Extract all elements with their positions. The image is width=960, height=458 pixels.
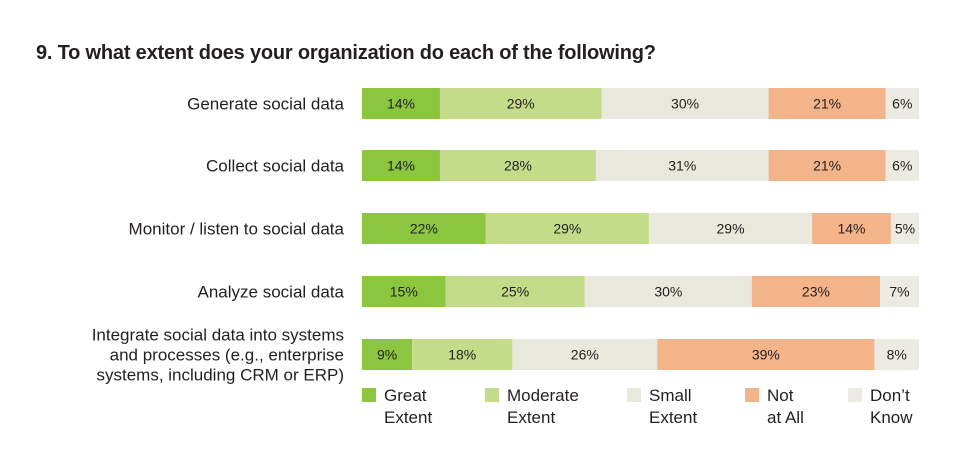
data-label: 18%	[448, 347, 476, 363]
data-label: 5%	[895, 221, 915, 237]
bar-segment	[512, 339, 658, 370]
legend-swatch	[362, 388, 376, 402]
bar-segment	[874, 339, 919, 370]
legend-label: Know	[870, 408, 913, 427]
data-label: 21%	[813, 158, 841, 174]
bar-segment	[362, 213, 486, 244]
data-label: 21%	[813, 96, 841, 112]
legend-label: Small	[649, 386, 692, 405]
category-label: Analyze social data	[198, 283, 345, 302]
bar-segment	[657, 339, 875, 370]
data-label: 7%	[889, 284, 909, 300]
data-label: 39%	[752, 347, 780, 363]
bar-segment	[362, 276, 446, 307]
data-label: 29%	[507, 96, 535, 112]
bar-segment	[412, 339, 513, 370]
legend-label: Great	[384, 386, 427, 405]
data-label: 8%	[887, 347, 907, 363]
data-label: 25%	[501, 284, 529, 300]
bar-segment	[362, 339, 413, 370]
bar-segment	[362, 150, 440, 181]
bar-segment	[595, 150, 769, 181]
data-label: 6%	[892, 96, 912, 112]
category-label: Integrate social data into systems	[92, 326, 344, 345]
data-label: 29%	[717, 221, 745, 237]
category-label: systems, including CRM or ERP)	[96, 366, 344, 385]
data-label: 6%	[892, 158, 912, 174]
bar-segment	[768, 150, 886, 181]
legend-label: Extent	[384, 408, 432, 427]
bar-segment	[890, 213, 919, 244]
bar-segment	[885, 150, 919, 181]
category-label: and processes (e.g., enterprise	[110, 346, 344, 365]
bar-segment	[584, 276, 752, 307]
data-label: 14%	[387, 158, 415, 174]
legend-label: at All	[767, 408, 804, 427]
bar-segment	[485, 213, 649, 244]
category-label: Monitor / listen to social data	[129, 220, 345, 239]
data-label: 15%	[390, 284, 418, 300]
data-label: 14%	[387, 96, 415, 112]
bar-segment	[812, 213, 891, 244]
bar-segment	[885, 88, 919, 119]
bar-segment	[439, 150, 596, 181]
data-label: 26%	[571, 347, 599, 363]
bar-segment	[445, 276, 585, 307]
legend-label: Extent	[507, 408, 555, 427]
bar-segment	[880, 276, 919, 307]
data-label: 28%	[504, 158, 532, 174]
legend-label: Extent	[649, 408, 697, 427]
category-label: Collect social data	[206, 157, 345, 176]
bar-segment	[362, 88, 440, 119]
bar-segment	[768, 88, 886, 119]
legend-swatch	[627, 388, 641, 402]
data-label: 30%	[671, 96, 699, 112]
legend-swatch	[485, 388, 499, 402]
legend-swatch	[848, 388, 862, 402]
legend-label: Moderate	[507, 386, 579, 405]
chart-title: 9. To what extent does your organization…	[36, 42, 656, 64]
data-label: 14%	[837, 221, 865, 237]
data-label: 30%	[654, 284, 682, 300]
data-label: 22%	[410, 221, 438, 237]
data-label: 29%	[553, 221, 581, 237]
category-label: Generate social data	[187, 95, 344, 114]
legend-swatch	[745, 388, 759, 402]
legend-label: Don’t	[870, 386, 910, 405]
legend-label: Not	[767, 386, 794, 405]
data-label: 23%	[802, 284, 830, 300]
data-label: 31%	[668, 158, 696, 174]
bar-segment	[601, 88, 769, 119]
bar-segment	[648, 213, 813, 244]
data-label: 9%	[377, 347, 397, 363]
bar-segment	[751, 276, 881, 307]
bar-segment	[439, 88, 602, 119]
